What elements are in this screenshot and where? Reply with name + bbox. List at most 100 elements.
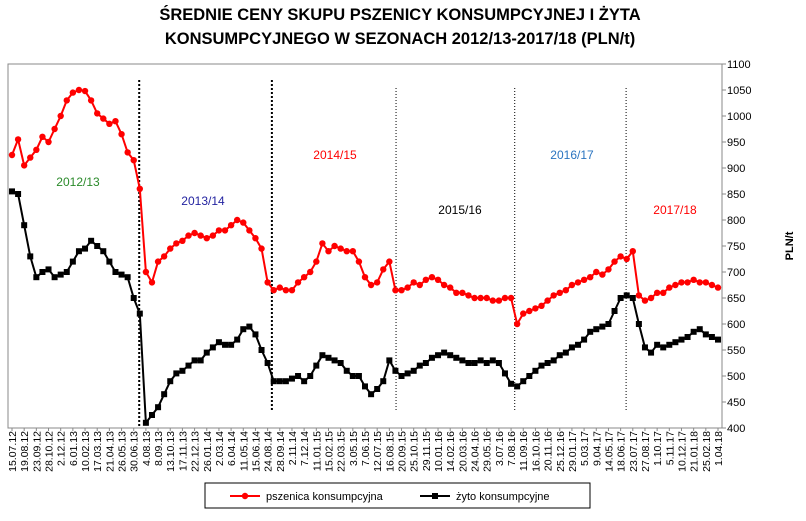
point [313, 258, 320, 265]
point [672, 339, 679, 346]
point [179, 367, 186, 374]
point [258, 245, 265, 252]
point [611, 308, 618, 314]
point [410, 367, 417, 374]
point [641, 297, 649, 304]
season-label: 2013/14 [181, 194, 225, 208]
point [69, 258, 76, 265]
point [14, 136, 22, 143]
x-tick-label: 9.04.17 [591, 431, 603, 466]
point [27, 154, 34, 161]
point [550, 357, 557, 364]
x-tick-label: 23.09.12 [31, 431, 43, 472]
point [197, 232, 204, 239]
x-tick-label: 29.01.17 [567, 431, 579, 472]
x-tick-label: 27.08.17 [640, 431, 652, 472]
y-tick-label: 800 [727, 215, 745, 227]
legend-label: żyto konsumpcyjne [456, 491, 550, 503]
point [696, 279, 703, 286]
point [593, 268, 600, 276]
point [264, 279, 271, 286]
point [715, 336, 721, 343]
point [398, 373, 405, 379]
point [495, 297, 503, 304]
point [246, 227, 253, 234]
legend-label: pszenica konsumpcyjna [266, 491, 384, 503]
point [508, 380, 515, 387]
point [215, 339, 222, 346]
x-tick-label: 30.06.13 [129, 431, 141, 472]
point [483, 294, 490, 302]
point [106, 120, 113, 128]
legend-marker [432, 493, 438, 499]
x-tick-label: 13.10.13 [165, 431, 177, 472]
point [264, 360, 271, 366]
point [654, 341, 661, 348]
point [124, 149, 131, 156]
x-tick-label: 11.01.15 [311, 431, 323, 471]
x-tick-label: 21.01.18 [689, 431, 701, 472]
x-tick-label: 15.06.14 [250, 431, 262, 472]
point [714, 284, 722, 291]
y-tick-label: 700 [727, 267, 745, 279]
point [331, 357, 338, 364]
point [343, 367, 350, 374]
point [179, 237, 186, 244]
point [617, 295, 624, 301]
point [148, 279, 156, 286]
point [325, 354, 332, 361]
point [282, 378, 289, 385]
x-tick-label: 23.07.17 [628, 431, 640, 472]
point [617, 253, 624, 260]
point [684, 279, 691, 286]
point [100, 115, 107, 122]
point [288, 287, 296, 294]
y-axis-label: PLN/t [784, 231, 796, 260]
point [112, 118, 119, 125]
point [380, 266, 387, 273]
point [209, 344, 216, 351]
x-tick-label: 3.07.16 [494, 431, 506, 466]
point [629, 248, 636, 255]
point [459, 357, 466, 364]
point [593, 326, 600, 333]
season-label: 2015/16 [438, 203, 482, 217]
x-tick-label: 16.08.15 [384, 431, 396, 472]
point [562, 349, 569, 356]
y-tick-label: 650 [727, 293, 745, 305]
point [124, 274, 131, 281]
point [647, 294, 655, 302]
point [392, 367, 399, 374]
point [361, 274, 369, 281]
point [641, 344, 648, 351]
point [349, 373, 356, 379]
x-tick-label: 10.02.13 [80, 431, 92, 472]
x-tick-label: 19.08.12 [19, 431, 31, 472]
point [240, 219, 247, 226]
point [106, 258, 113, 265]
point [240, 326, 247, 333]
point [94, 110, 101, 117]
point [148, 412, 155, 418]
x-tick-label: 5.03.17 [579, 431, 591, 466]
point [246, 323, 253, 330]
point [130, 157, 137, 164]
point [550, 292, 557, 299]
x-tick-label: 16.10.16 [530, 431, 542, 472]
point [33, 274, 40, 281]
point [343, 248, 350, 255]
x-tick-label: 11.09.16 [518, 431, 530, 471]
point [15, 191, 22, 197]
x-tick-label: 5.11.17 [664, 431, 676, 465]
point [465, 292, 472, 299]
x-tick-label: 21.04.13 [104, 431, 116, 472]
point [586, 274, 594, 281]
x-tick-label: 17.03.13 [92, 431, 104, 472]
point [39, 133, 46, 140]
point [574, 279, 582, 286]
x-tick-label: 20.11.16 [543, 431, 555, 471]
point [337, 360, 344, 366]
x-tick-label: 12.07.15 [372, 431, 384, 472]
point [575, 341, 582, 348]
x-tick-label: 20.03.16 [457, 431, 469, 472]
